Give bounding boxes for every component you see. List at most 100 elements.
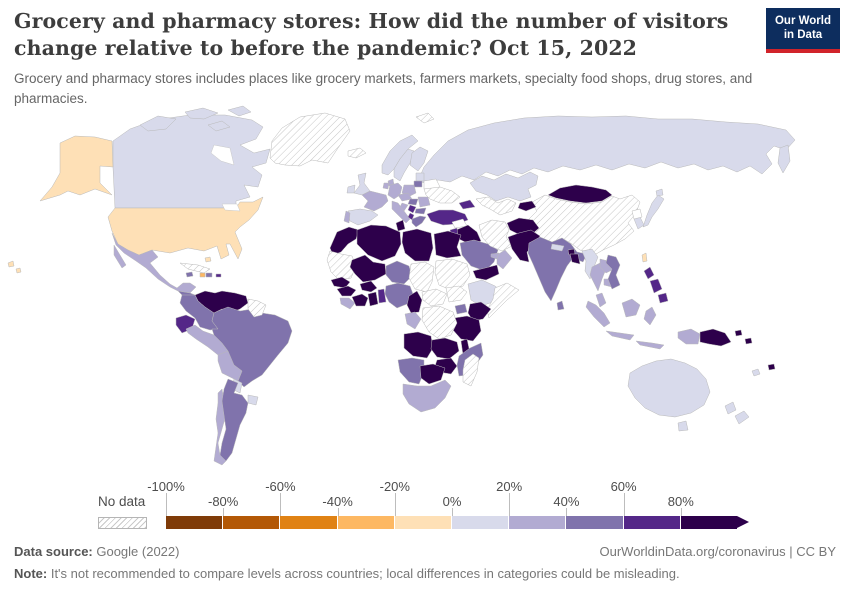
- region-south-sudan[interactable]: [445, 285, 468, 303]
- region-serbia[interactable]: [407, 204, 417, 214]
- region-portugal[interactable]: [343, 210, 351, 224]
- region-ghana[interactable]: [367, 291, 379, 307]
- region-jamaica[interactable]: [185, 271, 194, 278]
- region-guyana-suriname[interactable]: [247, 298, 267, 318]
- legend-bin--20[interactable]: [394, 516, 452, 529]
- region-russia[interactable]: [777, 144, 791, 174]
- region-tunisia[interactable]: [395, 219, 406, 232]
- legend-bin--100[interactable]: [166, 516, 224, 529]
- region-bahamas[interactable]: [204, 256, 212, 263]
- region-brazil[interactable]: [211, 306, 293, 388]
- region-romania[interactable]: [417, 196, 431, 208]
- region-spain[interactable]: [347, 208, 379, 226]
- region-angola[interactable]: [403, 331, 434, 359]
- region-russia[interactable]: [417, 115, 796, 185]
- region-taiwan[interactable]: [641, 252, 648, 263]
- region-hawaii[interactable]: [7, 260, 15, 268]
- region-sudan[interactable]: [434, 258, 471, 291]
- region-botswana[interactable]: [419, 363, 446, 385]
- legend-bin-40[interactable]: [566, 516, 624, 529]
- region-gabon-congo[interactable]: [404, 311, 422, 330]
- region-sierra-leone-liberia[interactable]: [339, 297, 356, 310]
- region-benin-togo[interactable]: [377, 288, 387, 304]
- region-mali[interactable]: [349, 254, 387, 283]
- region-australia[interactable]: [627, 358, 711, 418]
- region-indonesia[interactable]: [621, 298, 641, 318]
- owid-link[interactable]: OurWorldinData.org/coronavirus | CC BY: [599, 544, 836, 559]
- region-hungary[interactable]: [407, 198, 419, 206]
- region-cuba[interactable]: [179, 262, 211, 274]
- region-bulgaria[interactable]: [414, 207, 427, 215]
- legend-bin-0[interactable]: [452, 516, 510, 529]
- region-canadian-arctic[interactable]: [227, 105, 252, 117]
- region-italy[interactable]: [391, 200, 411, 224]
- region-canada[interactable]: [112, 114, 271, 209]
- region-croatia-bosnia[interactable]: [399, 202, 409, 212]
- region-uruguay[interactable]: [247, 394, 259, 406]
- region-greece[interactable]: [411, 215, 427, 228]
- region-ivory-coast[interactable]: [351, 293, 369, 307]
- owid-logo[interactable]: Our World in Data: [766, 8, 840, 53]
- region-mexico[interactable]: [113, 244, 127, 269]
- region-central-african-republic[interactable]: [421, 288, 448, 307]
- legend-bin--80[interactable]: [223, 516, 281, 529]
- legend-bin-20[interactable]: [509, 516, 567, 529]
- region-greenland[interactable]: [269, 112, 351, 167]
- region-kyrgyzstan-tajikistan[interactable]: [517, 200, 537, 212]
- region-papua-new-guinea[interactable]: [734, 329, 743, 337]
- region-dominican-republic[interactable]: [205, 272, 213, 278]
- region-guinea[interactable]: [336, 285, 357, 297]
- region-bolivia[interactable]: [217, 350, 243, 382]
- region-netherlands-belgium[interactable]: [382, 182, 390, 190]
- region-saudi-arabia[interactable]: [459, 239, 499, 272]
- region-canadian-arctic[interactable]: [184, 107, 219, 120]
- legend-bin-60[interactable]: [623, 516, 681, 529]
- region-indonesia[interactable]: [677, 328, 701, 345]
- region-new-zealand[interactable]: [724, 401, 737, 415]
- region-hawaii[interactable]: [15, 267, 22, 274]
- region-france[interactable]: [361, 190, 389, 212]
- region-estonia-latvia[interactable]: [415, 172, 425, 182]
- region-nepal[interactable]: [550, 243, 565, 252]
- region-morocco[interactable]: [329, 226, 360, 256]
- region-chad[interactable]: [408, 261, 435, 293]
- region-uae[interactable]: [490, 252, 500, 260]
- region-ukraine[interactable]: [423, 186, 461, 204]
- region-mexico[interactable]: [111, 232, 197, 294]
- region-australia[interactable]: [677, 420, 689, 432]
- region-kazakhstan[interactable]: [469, 171, 539, 202]
- region-sri-lanka[interactable]: [556, 300, 565, 311]
- region-lithuania[interactable]: [413, 180, 423, 188]
- region-svalbard[interactable]: [415, 112, 435, 124]
- region-mongolia[interactable]: [547, 184, 613, 204]
- region-tanzania[interactable]: [452, 315, 482, 342]
- region-algeria[interactable]: [356, 224, 402, 262]
- region-cameroon[interactable]: [406, 290, 423, 314]
- region-iran[interactable]: [478, 219, 513, 252]
- region-yemen[interactable]: [472, 264, 500, 281]
- region-namibia[interactable]: [397, 357, 425, 385]
- region-uganda[interactable]: [454, 303, 468, 315]
- region-solomon-islands[interactable]: [744, 337, 753, 345]
- region-turkmenistan-uzbekistan[interactable]: [475, 196, 517, 216]
- region-haiti[interactable]: [199, 272, 206, 278]
- region-north-korea[interactable]: [631, 208, 643, 220]
- region-sweden[interactable]: [393, 148, 415, 182]
- region-egypt[interactable]: [433, 230, 462, 259]
- region-united-kingdom[interactable]: [353, 172, 371, 196]
- region-philippines[interactable]: [643, 266, 655, 280]
- region-indonesia[interactable]: [635, 340, 665, 350]
- region-dr-congo[interactable]: [421, 305, 458, 340]
- region-burkina-faso[interactable]: [359, 280, 378, 293]
- region-canadian-arctic[interactable]: [139, 115, 177, 132]
- region-papua-new-guinea[interactable]: [699, 328, 732, 347]
- region-argentina[interactable]: [219, 378, 249, 462]
- region-canadian-arctic[interactable]: [207, 120, 231, 132]
- region-oman[interactable]: [496, 249, 513, 270]
- region-bangladesh[interactable]: [569, 253, 581, 265]
- region-south-africa[interactable]: [402, 379, 452, 413]
- region-philippines[interactable]: [649, 278, 663, 294]
- region-indonesia[interactable]: [605, 330, 635, 341]
- region-madagascar[interactable]: [462, 353, 480, 387]
- region-united-states[interactable]: [39, 135, 114, 202]
